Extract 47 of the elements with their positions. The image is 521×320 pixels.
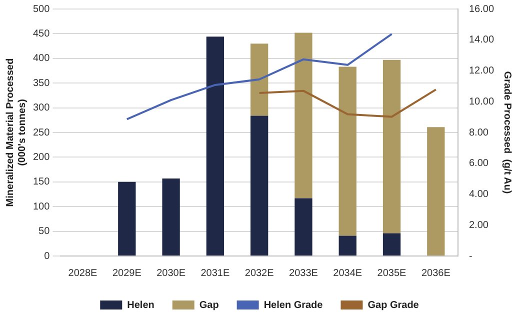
bar bbox=[427, 127, 445, 256]
y2-axis-title: Grade Processed (g/t Au) bbox=[501, 71, 512, 194]
bar bbox=[294, 32, 312, 198]
bar bbox=[382, 233, 401, 256]
x-tick-label: 2029E bbox=[112, 268, 142, 279]
y2-tick-label: 14.00 bbox=[468, 34, 494, 46]
y-tick-label: 500 bbox=[32, 4, 50, 15]
y-tick-label: 200 bbox=[32, 152, 50, 163]
x-tick-label: 2036E bbox=[421, 268, 451, 279]
y-tick-label: 350 bbox=[32, 78, 50, 89]
y-tick-label: 150 bbox=[32, 176, 50, 188]
legend-label: Gap bbox=[199, 300, 219, 311]
bar bbox=[338, 236, 356, 256]
y-tick-label: 450 bbox=[32, 28, 50, 40]
y2-tick-label: 4.00 bbox=[468, 189, 489, 200]
y2-tick-label: 6.00 bbox=[468, 158, 489, 170]
x-tick-label: 2033E bbox=[289, 268, 318, 279]
y-tick-label: 0 bbox=[44, 250, 50, 262]
bar bbox=[250, 116, 268, 256]
y-axis-title: Mineralized Material Processed (000's tonnes) bbox=[4, 58, 28, 207]
y-tick-label: 100 bbox=[32, 201, 50, 212]
bar bbox=[382, 60, 401, 234]
bar bbox=[250, 44, 268, 116]
x-tick-label: 2031E bbox=[200, 268, 230, 279]
y2-tick-label: - bbox=[468, 250, 472, 262]
bar bbox=[294, 198, 312, 256]
y2-tick-label: 12.00 bbox=[468, 66, 494, 76]
x-tick-label: 2032E bbox=[244, 268, 274, 279]
bar bbox=[338, 66, 356, 236]
legend-label: Gap Grade bbox=[368, 300, 420, 311]
x-tick-label: 2034E bbox=[333, 268, 362, 279]
legend-label: Helen Grade bbox=[264, 300, 324, 311]
x-tick-label: 2035E bbox=[377, 268, 407, 279]
bar bbox=[118, 182, 136, 256]
x-tick-label: 2028E bbox=[68, 268, 98, 279]
y-tick-label: 250 bbox=[32, 127, 50, 138]
y-tick-label: 400 bbox=[32, 53, 50, 64]
y2-tick-label: 10.00 bbox=[468, 96, 494, 108]
y2-tick-label: 2.00 bbox=[468, 220, 489, 231]
y-tick-label: 300 bbox=[32, 102, 50, 114]
y2-tick-label: 8.00 bbox=[468, 127, 489, 138]
x-tick-label: 2030E bbox=[156, 268, 186, 279]
y2-tick-label: 16.00 bbox=[468, 4, 494, 15]
y-tick-label: 50 bbox=[38, 226, 50, 238]
bar bbox=[162, 178, 180, 256]
bar bbox=[206, 36, 224, 256]
legend-label: Helen bbox=[127, 300, 154, 311]
